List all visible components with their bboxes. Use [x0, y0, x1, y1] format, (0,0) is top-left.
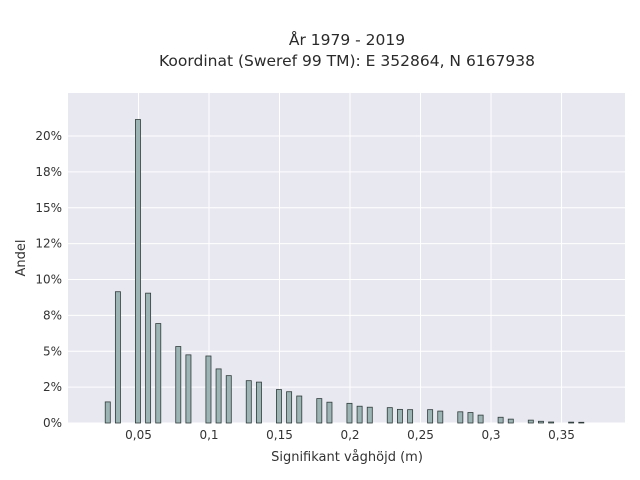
bars: [104, 119, 585, 424]
histogram-bar-1: [114, 291, 121, 424]
plot-area: [68, 93, 625, 423]
chart-title-line-2: Koordinat (Sweref 99 TM): E 352864, N 61…: [159, 52, 535, 70]
histogram-bar-30: [527, 419, 534, 424]
histogram-bar-20: [386, 407, 393, 424]
histogram-bar-32: [548, 421, 555, 424]
histogram-bar-31: [538, 420, 544, 424]
chart-title-line-1: År 1979 - 2019: [289, 30, 405, 49]
histogram-bar-11: [255, 381, 262, 424]
histogram-bar-9: [225, 375, 232, 424]
histogram-bar-29: [507, 418, 514, 424]
y-tick-labels: 0% 2% 5% 8% 10% 12% 15% 18% 20%: [35, 129, 62, 430]
histogram-bar-21: [397, 408, 403, 424]
y-tick-label-3: 8%: [43, 308, 62, 322]
histogram-bar-0: [104, 401, 111, 424]
x-tick-label-5: 0,3: [481, 428, 500, 442]
histogram-bar-2: [135, 119, 141, 424]
histogram-bar-4: [155, 323, 162, 424]
y-axis-label: Andel: [14, 240, 29, 277]
histogram-bar-15: [316, 398, 323, 424]
histogram-bar-33: [568, 421, 575, 424]
histogram-bar-22: [407, 409, 414, 424]
histogram-bar-13: [286, 391, 293, 424]
histogram-bar-24: [437, 410, 444, 424]
histogram-bar-8: [215, 368, 222, 424]
histogram-bar-3: [145, 292, 152, 424]
histogram-bar-34: [578, 421, 585, 424]
histogram-bar-18: [356, 405, 363, 424]
histogram-bar-10: [245, 380, 252, 424]
y-tick-label-8: 20%: [35, 129, 62, 143]
x-tick-label-1: 0,1: [199, 428, 218, 442]
histogram-bar-14: [296, 395, 303, 424]
histogram-bar-27: [477, 414, 484, 424]
y-tick-label-0: 0%: [43, 416, 62, 430]
y-tick-label-5: 12%: [35, 237, 62, 251]
histogram-bar-6: [185, 354, 192, 424]
histogram-bar-5: [175, 346, 182, 424]
histogram-bar-7: [205, 355, 212, 424]
x-tick-label-0: 0,05: [125, 428, 152, 442]
x-tick-label-6: 0,35: [548, 428, 575, 442]
y-tick-label-6: 15%: [35, 201, 62, 215]
histogram-bar-23: [427, 409, 434, 424]
y-tick-label-7: 18%: [35, 165, 62, 179]
x-tick-label-3: 0,2: [340, 428, 359, 442]
y-tick-label-4: 10%: [35, 273, 62, 287]
histogram-bar-19: [366, 406, 373, 424]
histogram-bar-28: [497, 416, 504, 424]
x-tick-label-4: 0,25: [407, 428, 434, 442]
x-axis-label: Signifikant våghöjd (m): [271, 450, 423, 465]
histogram-bar-17: [346, 402, 353, 424]
gridlines: [68, 93, 625, 424]
histogram-bar-25: [457, 411, 464, 424]
histogram-bar-26: [467, 412, 474, 424]
y-tick-label-2: 5%: [43, 344, 62, 358]
x-tick-label-2: 0,15: [266, 428, 293, 442]
y-tick-label-1: 2%: [43, 380, 62, 394]
histogram-bar-12: [276, 389, 282, 424]
x-tick-labels: 0,05 0,1 0,15 0,2 0,25 0,3 0,35: [125, 428, 575, 442]
histogram-bar-16: [326, 401, 333, 424]
